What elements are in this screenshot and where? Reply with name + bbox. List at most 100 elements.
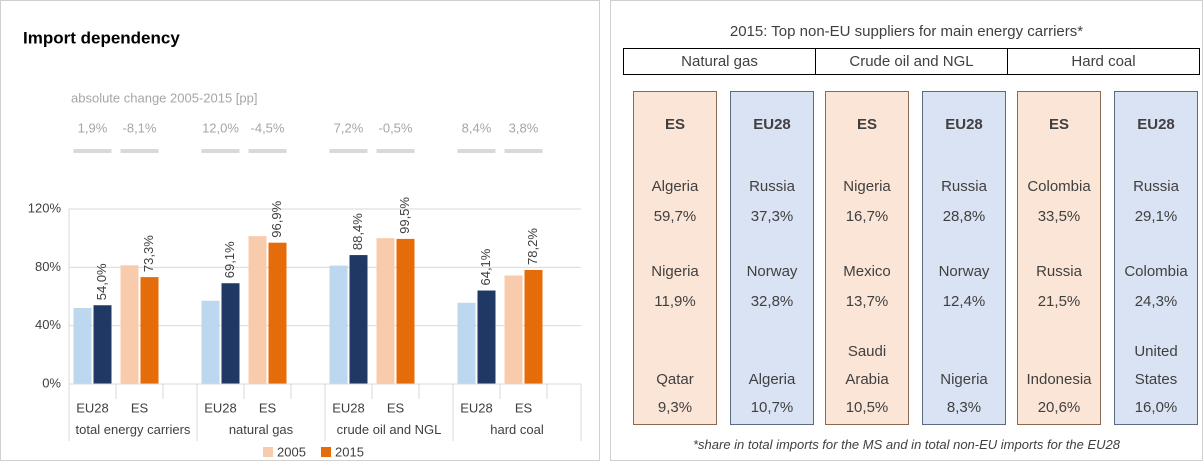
country: Nigeria <box>940 371 988 388</box>
change-label: 8,4% <box>462 120 492 135</box>
country: Russia <box>941 178 987 195</box>
bar <box>329 265 348 384</box>
group-label: crude oil and NGL <box>336 422 442 437</box>
change-marker <box>457 149 496 153</box>
chart-subtitle: absolute change 2005-2015 [pp] <box>71 90 258 105</box>
change-label: 12,0% <box>202 120 239 135</box>
share: 16,0% <box>1134 399 1178 416</box>
change-label: 3,8% <box>509 120 539 135</box>
change-label: -0,5% <box>379 120 413 135</box>
share: 37,3% <box>750 208 794 225</box>
country: Qatar <box>656 371 694 388</box>
change-marker <box>504 149 543 153</box>
legend-swatch <box>263 447 273 457</box>
supplier-entry: Nigeria 16,7% <box>826 160 908 232</box>
bar <box>457 302 476 384</box>
supplier-column: ES Nigeria 16,7% Mexico 13,7% Saudi Arabia 10,… <box>825 91 909 425</box>
data-label: 78,2% <box>525 228 540 265</box>
data-label: 96,9% <box>269 200 284 237</box>
country: Nigeria <box>843 178 891 195</box>
supplier-entry: Russia 29,1% <box>1115 160 1197 232</box>
change-label: -8,1% <box>123 120 157 135</box>
country: Algeria <box>748 371 796 388</box>
country: Norway <box>746 263 798 280</box>
carrier-header: Natural gas <box>623 48 816 75</box>
share: 8,3% <box>946 399 982 416</box>
country: Norway <box>938 263 990 280</box>
y-tick-label: 0% <box>42 375 61 390</box>
supplier-entry: Norway 32,8% <box>731 245 813 317</box>
supplier-column: EU28 Russia 28,8% Norway 12,4% Nigeria 8,3% <box>922 91 1006 425</box>
chart-panel: Import dependency absolute change 2005-2… <box>0 0 600 461</box>
bar <box>477 290 496 384</box>
country: Colombia <box>1124 263 1188 280</box>
share: 11,9% <box>654 293 696 310</box>
share: 10,7% <box>750 399 794 416</box>
table-panel: 2015: Top non-EU suppliers for main ener… <box>610 0 1203 461</box>
y-tick-label: 40% <box>35 317 61 332</box>
country: Russia <box>1036 263 1082 280</box>
group-label-box: natural gas <box>228 422 294 437</box>
change-marker <box>201 149 240 153</box>
share: 24,3% <box>1134 293 1178 310</box>
legend-swatch <box>321 447 331 457</box>
column-header: ES <box>856 116 877 133</box>
bar <box>376 238 395 384</box>
share: 29,1% <box>1134 208 1178 225</box>
share: 32,8% <box>750 293 794 310</box>
x-tick-label: ES <box>131 400 149 415</box>
supplier-entry: Colombia 33,5% <box>1018 160 1100 232</box>
share: 12,4% <box>942 293 986 310</box>
legend-label: 2005 <box>277 444 306 459</box>
x-tick-label: EU28 <box>332 400 365 415</box>
supplier-entry: Saudi Arabia 10,5% <box>826 332 908 422</box>
supplier-column: ES Colombia 33,5% Russia 21,5% Indonesia 20,6% <box>1017 91 1101 425</box>
share: 28,8% <box>942 208 986 225</box>
supplier-entry: Indonesia 20,6% <box>1018 332 1100 422</box>
x-tick-label: ES <box>259 400 277 415</box>
supplier-entry: Nigeria 8,3% <box>923 332 1005 422</box>
country: Russia <box>749 178 795 195</box>
data-label: 99,5% <box>397 197 412 234</box>
group-label-box: total energy carriers <box>76 422 191 437</box>
column-header: ES <box>1048 116 1069 133</box>
share: 20,6% <box>1037 399 1081 416</box>
share: 9,3% <box>657 399 693 416</box>
change-marker <box>329 149 368 153</box>
group-label: hard coal <box>490 422 544 437</box>
share: 59,7% <box>653 208 697 225</box>
supplier-entry: United States 16,0% <box>1115 332 1197 422</box>
bar <box>73 308 92 384</box>
share: 13,7% <box>845 293 889 310</box>
data-label: 73,3% <box>141 235 156 272</box>
group-label-box: hard coal <box>490 422 544 437</box>
bar <box>349 255 368 384</box>
change-marker <box>376 149 415 153</box>
bar <box>248 236 267 384</box>
group-label: natural gas <box>228 422 294 437</box>
column-header: EU28 <box>753 116 791 133</box>
country: Indonesia <box>1026 371 1092 388</box>
country: Algeria <box>651 178 699 195</box>
supplier-entry: Algeria 10,7% <box>731 332 813 422</box>
x-tick-label: EU28 <box>460 400 493 415</box>
supplier-entry: Qatar 9,3% <box>634 332 716 422</box>
supplier-column: EU28 Russia 37,3% Norway 32,8% Algeria 10,7% <box>730 91 814 425</box>
bar <box>504 275 523 384</box>
supplier-entry: Norway 12,4% <box>923 245 1005 317</box>
change-label: -4,5% <box>251 120 285 135</box>
carrier-header: Hard coal <box>1007 48 1200 75</box>
country: Nigeria <box>651 263 699 280</box>
bar <box>268 242 287 384</box>
data-label: 54,0% <box>94 263 109 300</box>
share: 10,5% <box>845 399 889 416</box>
table-title: 2015: Top non-EU suppliers for main ener… <box>729 23 1084 40</box>
carrier-header: Crude oil and NGL <box>815 48 1008 75</box>
change-marker <box>248 149 287 153</box>
x-tick-label: ES <box>515 400 533 415</box>
footnote: *share in total imports for the MS and i… <box>692 437 1121 452</box>
supplier-column: ES Algeria 59,7% Nigeria 11,9% Qatar 9,3% <box>633 91 717 425</box>
chart-title: Import dependency <box>23 28 180 47</box>
bar <box>396 238 415 384</box>
